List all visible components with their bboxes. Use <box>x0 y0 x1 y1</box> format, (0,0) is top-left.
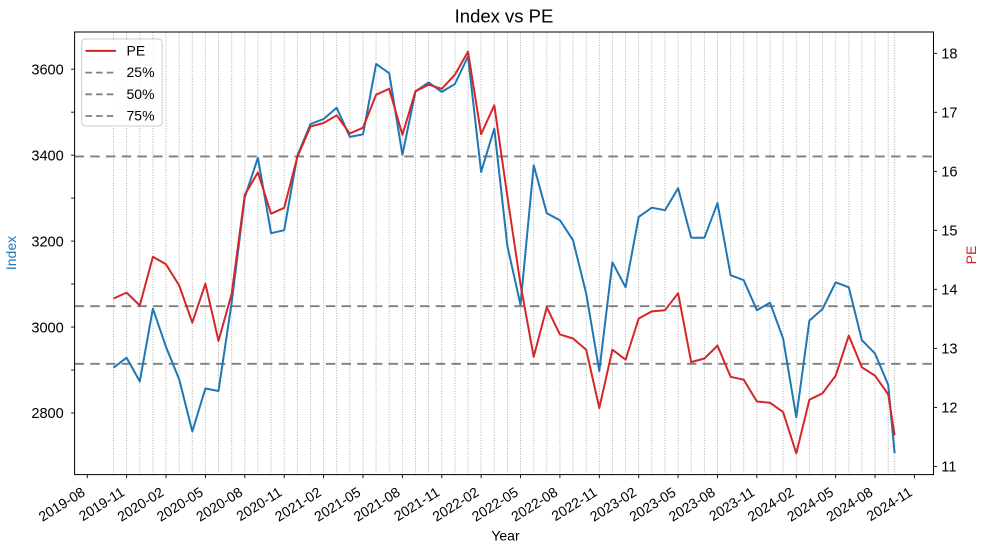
svg-text:11: 11 <box>941 460 956 476</box>
svg-text:16: 16 <box>941 165 957 181</box>
svg-text:Index vs PE: Index vs PE <box>455 6 554 27</box>
svg-text:50%: 50% <box>127 86 155 102</box>
svg-text:3600: 3600 <box>31 62 63 78</box>
svg-text:14: 14 <box>941 283 957 299</box>
svg-text:2800: 2800 <box>31 406 63 422</box>
svg-text:3400: 3400 <box>31 148 63 164</box>
svg-text:12: 12 <box>941 401 957 417</box>
svg-text:17: 17 <box>941 106 957 122</box>
svg-text:Year: Year <box>491 527 520 543</box>
svg-text:PE: PE <box>963 246 979 265</box>
svg-text:3000: 3000 <box>31 320 63 336</box>
svg-text:25%: 25% <box>127 64 155 80</box>
svg-text:PE: PE <box>127 43 146 59</box>
svg-text:3200: 3200 <box>31 234 63 250</box>
svg-text:Index: Index <box>3 236 19 270</box>
svg-text:13: 13 <box>941 342 957 358</box>
svg-text:75%: 75% <box>127 108 155 124</box>
svg-text:18: 18 <box>941 47 957 63</box>
svg-text:15: 15 <box>941 224 957 240</box>
